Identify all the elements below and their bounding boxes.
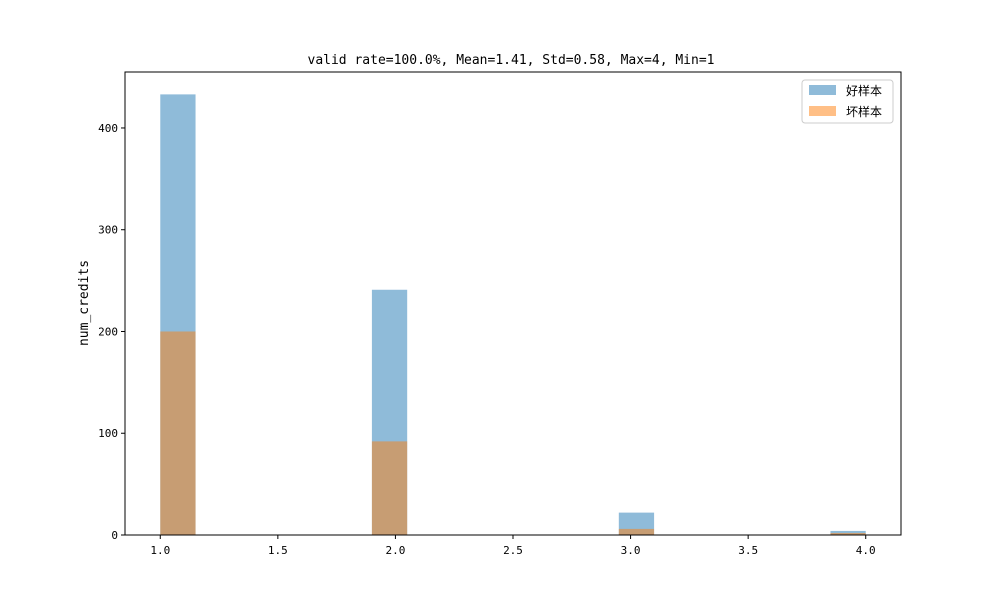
bar-series-1-bin-0 [160,331,196,535]
plot-frame [124,71,902,536]
x-tick-label: 3.5 [738,544,758,557]
legend-swatch-0 [809,85,836,95]
x-tick-label: 2.5 [503,544,523,557]
y-axis: 0 100 200 300 400 [98,122,125,542]
y-axis-label: num_credits [77,260,92,346]
x-tick-label: 2.0 [385,544,405,557]
legend-label-1: 坏样本 [846,104,882,119]
y-tick-label: 0 [111,529,118,542]
x-tick-label: 4.0 [856,544,876,557]
y-tick-label: 200 [98,325,118,338]
chart-title: valid rate=100.0%, Mean=1.41, Std=0.58, … [308,53,715,68]
x-tick-label: 1.5 [268,544,288,557]
y-tick-label: 300 [98,224,118,237]
y-tick-label: 100 [98,427,118,440]
legend-swatch-1 [809,106,836,116]
bar-series-1-bin-1 [371,441,408,535]
legend-label-0: 好样本 [846,83,882,98]
bar-series-1-bin-2 [618,528,655,535]
x-tick-label: 3.0 [621,544,641,557]
y-tick-label: 400 [98,122,118,135]
x-axis: 1.0 1.5 2.0 2.5 3.0 3.5 4.0 [150,535,876,557]
bar-series-1-bin-3 [830,532,866,535]
x-tick-label: 1.0 [150,544,170,557]
bars-group [160,94,866,535]
